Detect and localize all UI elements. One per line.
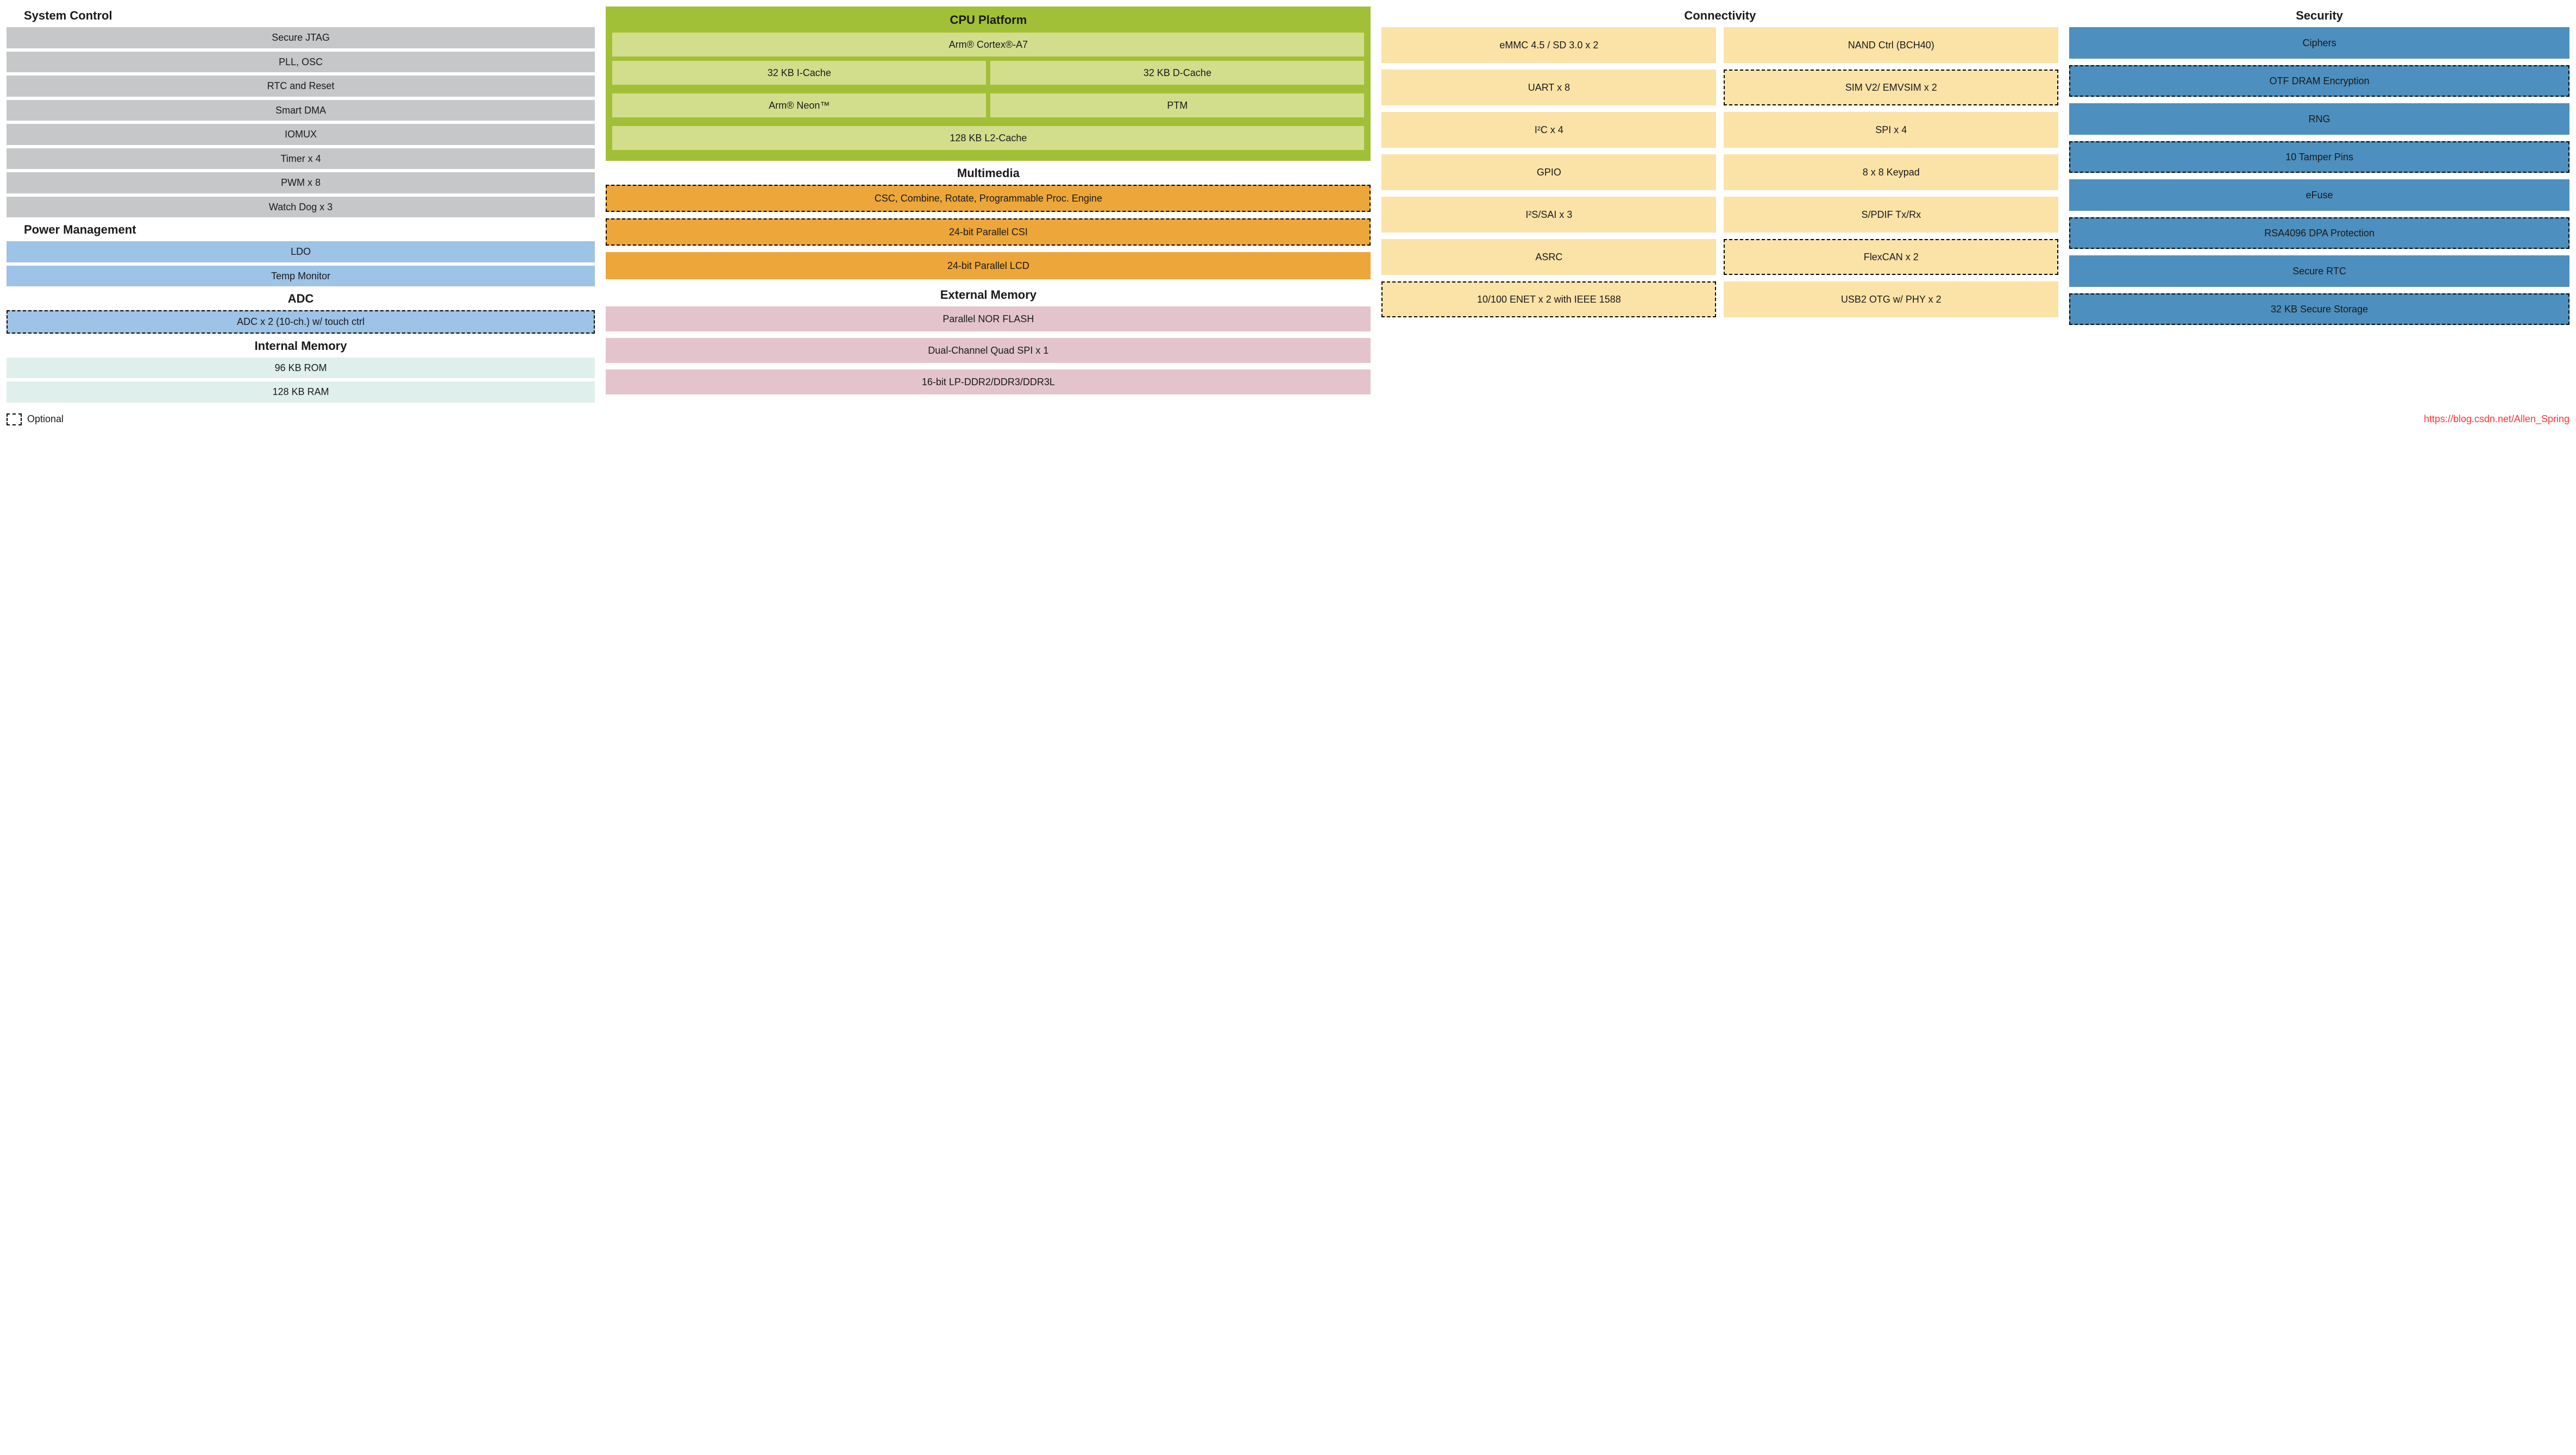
connectivity-6-1: USB2 OTG w/ PHY x 2 bbox=[1724, 281, 2058, 317]
security-item-0: Ciphers bbox=[2069, 27, 2569, 59]
watermark-url: https://blog.csdn.net/Allen_Spring bbox=[2424, 413, 2569, 425]
system-control-title: System Control bbox=[7, 9, 595, 23]
cpu-row-3: 128 KB L2-Cache bbox=[612, 126, 1364, 150]
cpu-platform-box: CPU Platform Arm® Cortex®-A7 32 KB I-Cach… bbox=[606, 7, 1371, 161]
connectivity-1-0: UART x 8 bbox=[1381, 70, 1716, 105]
footer: Optional https://blog.csdn.net/Allen_Spr… bbox=[7, 413, 2569, 425]
connectivity-5-1: FlexCAN x 2 bbox=[1724, 239, 2058, 275]
internal-memory-item-1: 128 KB RAM bbox=[7, 381, 595, 403]
adc-title: ADC bbox=[7, 292, 595, 306]
cpu-row-0: Arm® Cortex®-A7 bbox=[612, 33, 1364, 57]
connectivity-4-0: I²S/SAI x 3 bbox=[1381, 197, 1716, 233]
external-memory-title: External Memory bbox=[606, 288, 1371, 302]
security-list: Ciphers OTF DRAM Encryption RNG 10 Tamper P… bbox=[2069, 27, 2569, 331]
security-item-3: 10 Tamper Pins bbox=[2069, 141, 2569, 173]
security-item-5: RSA4096 DPA Protection bbox=[2069, 217, 2569, 249]
cpu-row-2: Arm® Neon™PTM bbox=[612, 93, 1364, 122]
legend-label: Optional bbox=[27, 413, 64, 425]
multimedia-item-2: 24-bit Parallel LCD bbox=[606, 252, 1371, 279]
multimedia-item-0: CSC, Combine, Rotate, Programmable Proc.… bbox=[606, 185, 1371, 212]
col-security: Security Ciphers OTF DRAM Encryption RNG 10… bbox=[2069, 7, 2569, 406]
col-center: CPU Platform Arm® Cortex®-A7 32 KB I-Cach… bbox=[606, 7, 1371, 406]
system-control-item-7: Watch Dog x 3 bbox=[7, 197, 595, 218]
security-item-7: 32 KB Secure Storage bbox=[2069, 293, 2569, 325]
multimedia-title: Multimedia bbox=[606, 166, 1371, 180]
security-title: Security bbox=[2069, 9, 2569, 23]
adc-item-0: ADC x 2 (10-ch.) w/ touch ctrl bbox=[7, 310, 595, 334]
connectivity-6-0: 10/100 ENET x 2 with IEEE 1588 bbox=[1381, 281, 1716, 317]
internal-memory-item-0: 96 KB ROM bbox=[7, 358, 595, 379]
external-memory-item-0: Parallel NOR FLASH bbox=[606, 306, 1371, 331]
cpu-cell-1-1: 32 KB D-Cache bbox=[990, 61, 1364, 85]
cpu-cell-2-1: PTM bbox=[990, 93, 1364, 117]
col-connectivity: Connectivity eMMC 4.5 / SD 3.0 x 2NAND C… bbox=[1381, 7, 2058, 406]
adc-list: ADC x 2 (10-ch.) w/ touch ctrl bbox=[7, 310, 595, 337]
internal-memory-list: 96 KB ROM128 KB RAM bbox=[7, 358, 595, 406]
connectivity-3-0: GPIO bbox=[1381, 154, 1716, 190]
connectivity-2-1: SPI x 4 bbox=[1724, 112, 2058, 148]
legend-optional: Optional bbox=[7, 413, 64, 425]
security-item-2: RNG bbox=[2069, 103, 2569, 135]
external-memory-item-1: Dual-Channel Quad SPI x 1 bbox=[606, 338, 1371, 363]
connectivity-0-1: NAND Ctrl (BCH40) bbox=[1724, 27, 2058, 63]
internal-memory-title: Internal Memory bbox=[7, 339, 595, 353]
cpu-row-1: 32 KB I-Cache32 KB D-Cache bbox=[612, 61, 1364, 89]
system-control-list: Secure JTAG PLL, OSC RTC and Reset Smart DM… bbox=[7, 27, 595, 221]
cpu-platform-title: CPU Platform bbox=[612, 13, 1364, 27]
cpu-cell-1-0: 32 KB I-Cache bbox=[612, 61, 986, 85]
multimedia-item-1: 24-bit Parallel CSI bbox=[606, 218, 1371, 246]
security-item-4: eFuse bbox=[2069, 179, 2569, 211]
system-control-item-6: PWM x 8 bbox=[7, 172, 595, 193]
system-control-item-0: Secure JTAG bbox=[7, 27, 595, 48]
connectivity-title: Connectivity bbox=[1381, 9, 2058, 23]
connectivity-4-1: S/PDIF Tx/Rx bbox=[1724, 197, 2058, 233]
system-control-item-3: Smart DMA bbox=[7, 100, 595, 121]
system-control-item-2: RTC and Reset bbox=[7, 76, 595, 97]
security-item-1: OTF DRAM Encryption bbox=[2069, 65, 2569, 97]
multimedia-list: CSC, Combine, Rotate, Programmable Proc.… bbox=[606, 185, 1371, 286]
power-mgmt-item-1: Temp Monitor bbox=[7, 266, 595, 287]
connectivity-3-1: 8 x 8 Keypad bbox=[1724, 154, 2058, 190]
power-mgmt-title: Power Management bbox=[7, 223, 595, 237]
col-left: System Control Secure JTAG PLL, OSC RTC an… bbox=[7, 7, 595, 406]
system-control-item-1: PLL, OSC bbox=[7, 52, 595, 73]
external-memory-list: Parallel NOR FLASH Dual-Channel Quad SPI … bbox=[606, 306, 1371, 401]
connectivity-grid: eMMC 4.5 / SD 3.0 x 2NAND Ctrl (BCH40)UA… bbox=[1381, 27, 2058, 317]
soc-block-diagram: System Control Secure JTAG PLL, OSC RTC an… bbox=[7, 7, 2569, 406]
system-control-item-4: IOMUX bbox=[7, 124, 595, 145]
connectivity-1-1: SIM V2/ EMVSIM x 2 bbox=[1724, 70, 2058, 105]
connectivity-0-0: eMMC 4.5 / SD 3.0 x 2 bbox=[1381, 27, 1716, 63]
cpu-rows: Arm® Cortex®-A7 32 KB I-Cache32 KB D-Cach… bbox=[612, 33, 1364, 150]
power-mgmt-item-0: LDO bbox=[7, 241, 595, 262]
security-item-6: Secure RTC bbox=[2069, 255, 2569, 287]
connectivity-2-0: I²C x 4 bbox=[1381, 112, 1716, 148]
legend-swatch-dashed bbox=[7, 413, 22, 425]
system-control-item-5: Timer x 4 bbox=[7, 148, 595, 170]
external-memory-item-2: 16-bit LP-DDR2/DDR3/DDR3L bbox=[606, 369, 1371, 394]
cpu-cell-2-0: Arm® Neon™ bbox=[612, 93, 986, 117]
power-mgmt-list: LDO Temp Monitor bbox=[7, 241, 595, 290]
connectivity-5-0: ASRC bbox=[1381, 239, 1716, 275]
